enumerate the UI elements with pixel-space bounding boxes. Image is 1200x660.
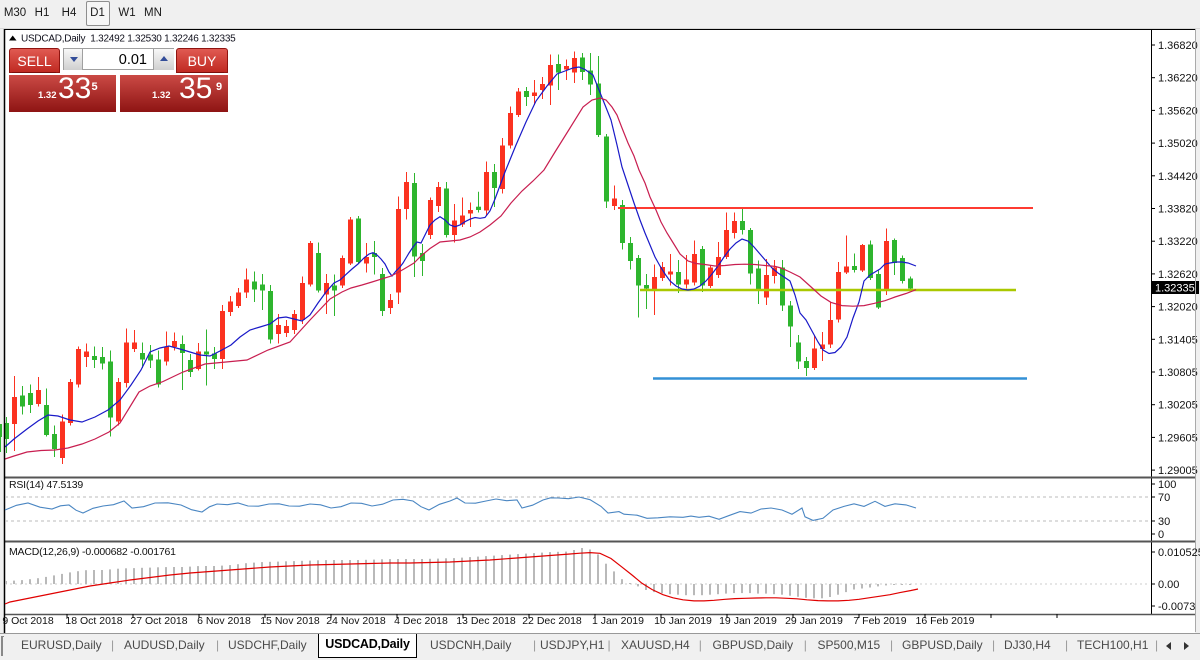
svg-text:0.00: 0.00 [1158, 579, 1179, 591]
svg-text:1.33820: 1.33820 [1158, 204, 1198, 216]
svg-text:7 Feb 2019: 7 Feb 2019 [853, 615, 906, 627]
svg-text:19 Jan 2019: 19 Jan 2019 [719, 615, 777, 627]
svg-text:16 Feb 2019: 16 Feb 2019 [916, 615, 975, 627]
svg-text:1.32020: 1.32020 [1158, 302, 1198, 314]
svg-text:1.31405: 1.31405 [1158, 334, 1198, 346]
svg-text:1.32620: 1.32620 [1158, 269, 1198, 281]
svg-text:1.36220: 1.36220 [1158, 73, 1198, 85]
svg-text:4 Dec 2018: 4 Dec 2018 [394, 615, 448, 627]
svg-text:1.34420: 1.34420 [1158, 171, 1198, 183]
svg-text:27 Oct 2018: 27 Oct 2018 [130, 615, 187, 627]
svg-text:USDCAD,Daily 1.32492 1.32530: USDCAD,Daily 1.32492 1.32530 1.32246 1.3… [21, 34, 236, 45]
svg-text:1.30205: 1.30205 [1158, 400, 1198, 412]
svg-text:70: 70 [1158, 492, 1170, 504]
svg-text:1.29605: 1.29605 [1158, 432, 1198, 444]
svg-text:6 Nov 2018: 6 Nov 2018 [197, 615, 251, 627]
svg-text:1.35020: 1.35020 [1158, 138, 1198, 150]
svg-text:29 Jan 2019: 29 Jan 2019 [785, 615, 843, 627]
svg-text:30: 30 [1158, 516, 1170, 528]
svg-text:1.33220: 1.33220 [1158, 236, 1198, 248]
svg-text:1.32335: 1.32335 [1155, 283, 1195, 295]
svg-text:9 Oct 2018: 9 Oct 2018 [2, 615, 54, 627]
svg-text:1.36820: 1.36820 [1158, 40, 1198, 52]
svg-text:13 Dec 2018: 13 Dec 2018 [456, 615, 516, 627]
svg-text:1.29005: 1.29005 [1158, 465, 1198, 477]
svg-text:22 Dec 2018: 22 Dec 2018 [522, 615, 582, 627]
svg-text:18 Oct 2018: 18 Oct 2018 [65, 615, 122, 627]
svg-text:RSI(14) 47.5139: RSI(14) 47.5139 [9, 479, 83, 491]
svg-text:-0.0073: -0.0073 [1158, 601, 1195, 613]
svg-text:15 Nov 2018: 15 Nov 2018 [260, 615, 320, 627]
svg-text:100: 100 [1158, 479, 1176, 491]
svg-text:0: 0 [1158, 529, 1164, 541]
svg-text:1.35620: 1.35620 [1158, 105, 1198, 117]
svg-text:0.010525: 0.010525 [1158, 547, 1200, 559]
svg-text:1 Jan 2019: 1 Jan 2019 [592, 615, 644, 627]
svg-text:1.30805: 1.30805 [1158, 367, 1198, 379]
svg-text:24 Nov 2018: 24 Nov 2018 [326, 615, 386, 627]
svg-text:MACD(12,26,9) -0.000682 -0.001: MACD(12,26,9) -0.000682 -0.001761 [9, 546, 176, 558]
svg-text:10 Jan 2019: 10 Jan 2019 [654, 615, 712, 627]
